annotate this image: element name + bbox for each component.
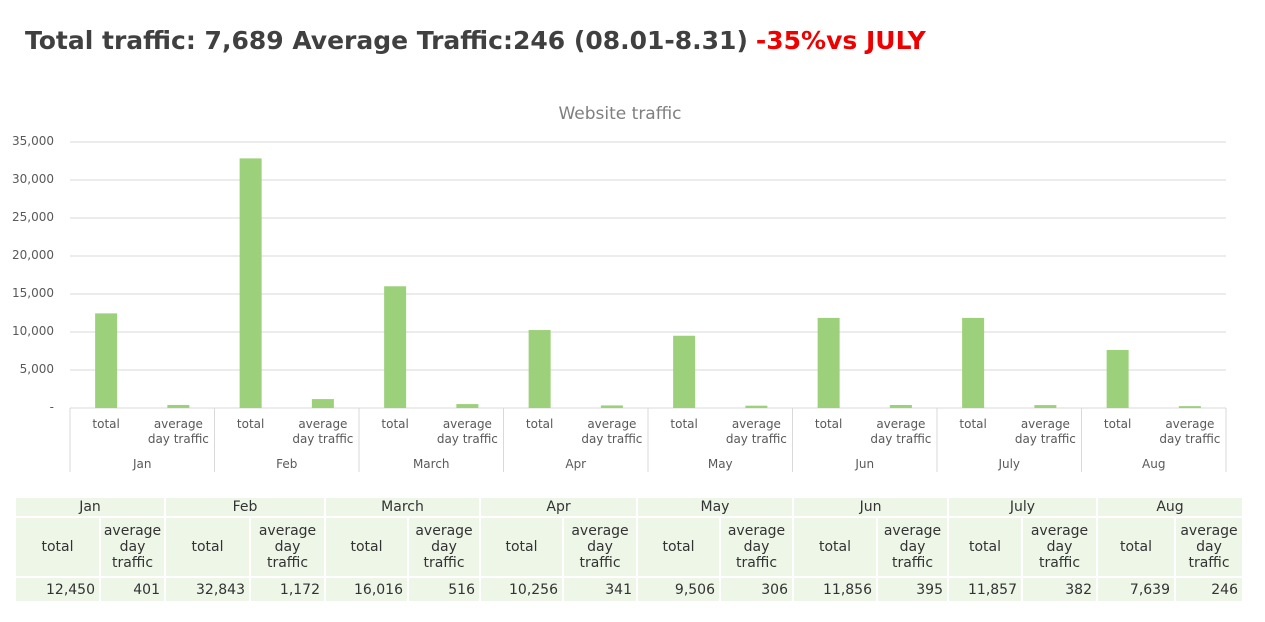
table-column-header: average day traffic [563,517,637,577]
table-column-header: total [165,517,250,577]
y-tick-label: 15,000 [12,286,54,300]
bar [528,330,551,408]
y-tick-label: 35,000 [12,134,54,148]
x-tick-label: average day traffic [436,417,498,446]
group-label: March [412,457,450,471]
table-cell: 32,843 [165,577,250,602]
table-cell: 16,016 [325,577,408,602]
table-cell: 12,450 [15,577,100,602]
bar [1178,406,1201,408]
table-column-header: total [325,517,408,577]
bar [1034,405,1057,408]
table-cell: 10,256 [480,577,563,602]
table-group-header: May [637,497,793,517]
x-tick-label: total [381,417,409,431]
bar [745,405,768,408]
table-column-header: total [1097,517,1175,577]
table-column-header: total [793,517,877,577]
table-cell: 9,506 [637,577,720,602]
table-group-header: Feb [165,497,325,517]
y-tick-label: - [49,400,54,414]
bar [600,405,623,408]
x-tick-label: average day traffic [147,417,209,446]
bar [817,317,840,408]
x-tick-label: total [92,417,120,431]
table-column-header: average day traffic [877,517,948,577]
bar [167,404,190,408]
x-tick-label: total [959,417,987,431]
group-label: Jan [133,457,152,471]
table-column-header: total [637,517,720,577]
y-tick-label: 10,000 [12,324,54,338]
table-column-header: average day traffic [250,517,325,577]
x-tick-label: average day traffic [870,417,932,446]
bar [673,335,696,408]
y-tick-label: 25,000 [12,210,54,224]
table-column-header: average day traffic [408,517,480,577]
bar [889,404,912,408]
y-tick-label: 20,000 [12,248,54,262]
table-group-header: Jan [15,497,165,517]
x-tick-label: average day traffic [1159,417,1221,446]
table-column-header: average day traffic [1022,517,1097,577]
group-label: Apr [565,457,587,471]
group-label: May [707,457,733,471]
bar [95,313,118,408]
table-group-header: Jun [793,497,948,517]
table-column-header: average day traffic [720,517,793,577]
chart-title: Website traffic [558,104,682,124]
table-group-header: July [948,497,1097,517]
x-tick-label: total [236,417,265,431]
y-tick-label: 30,000 [12,172,54,186]
x-tick-label: average day traffic [1014,417,1076,446]
x-tick-label: total [1103,417,1132,431]
table-column-header: total [480,517,563,577]
table-cell: 516 [408,577,480,602]
x-tick-label: average day traffic [581,417,643,446]
table-cell: 395 [877,577,948,602]
table-group-header: Aug [1097,497,1243,517]
table-column-header: total [948,517,1022,577]
table-cell: 11,856 [793,577,877,602]
x-tick-label: total [814,417,843,431]
headline-highlight: -35%vs JULY [755,26,926,55]
bar [456,404,479,408]
table-cell: 306 [720,577,793,602]
x-tick-label: total [670,417,698,431]
bar [311,399,334,408]
group-label: Jun [855,457,875,471]
table-cell: 7,639 [1097,577,1175,602]
table-group-header: Apr [480,497,637,517]
table-cell: 401 [100,577,165,602]
table-group-header: March [325,497,480,517]
bar [962,317,985,408]
table-column-header: average day traffic [1175,517,1243,577]
table-cell: 341 [563,577,637,602]
y-tick-label: 5,000 [19,362,54,376]
table-column-header: total [15,517,100,577]
x-tick-label: average day traffic [292,417,354,446]
bar [384,286,407,408]
x-tick-label: total [525,417,554,431]
headline-text: Total traffic: 7,689 Average Traffic:246… [25,26,748,55]
table-cell: 382 [1022,577,1097,602]
group-label: Aug [1142,457,1166,471]
group-label: Feb [276,457,298,471]
bar [1106,349,1129,408]
table-cell: 11,857 [948,577,1022,602]
table-column-header: average day traffic [100,517,165,577]
bar [239,158,262,408]
group-label: July [998,457,1021,471]
headline: Total traffic: 7,689 Average Traffic:246… [25,26,926,55]
x-tick-label: average day traffic [725,417,787,446]
table-cell: 1,172 [250,577,325,602]
table-cell: 246 [1175,577,1243,602]
